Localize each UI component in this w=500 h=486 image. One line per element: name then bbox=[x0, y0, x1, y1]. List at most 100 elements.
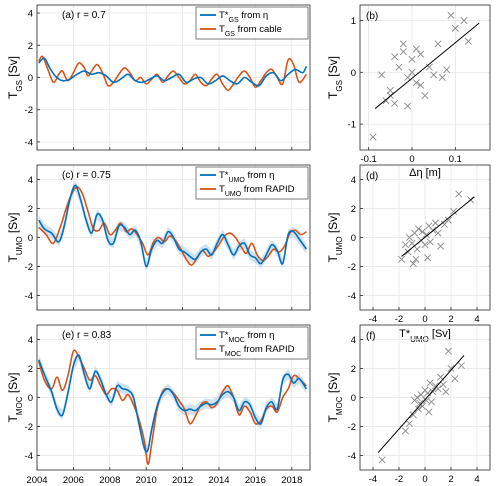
scatter-point bbox=[408, 239, 416, 247]
scatter-point-stroke bbox=[418, 402, 426, 410]
scatter-point bbox=[413, 245, 421, 253]
fit-line bbox=[377, 355, 465, 453]
scatter-point bbox=[421, 92, 429, 100]
scatter-point-stroke bbox=[418, 228, 426, 236]
scatter-point bbox=[434, 229, 442, 237]
series-line-blue bbox=[38, 354, 308, 453]
scatter-point bbox=[414, 225, 423, 233]
scatter-point bbox=[424, 254, 432, 262]
scatter-point bbox=[425, 63, 433, 71]
scatter-point-stroke bbox=[395, 63, 403, 71]
y-tick-label: -2 bbox=[25, 262, 33, 273]
legend-box bbox=[195, 6, 309, 40]
scatter-point-stroke bbox=[434, 229, 442, 237]
scatter-point-stroke bbox=[451, 375, 459, 383]
y-tick-label: 4 bbox=[28, 175, 33, 186]
scatter-point bbox=[457, 362, 465, 370]
uncertainty-band bbox=[38, 350, 307, 455]
scatter-point-stroke bbox=[443, 66, 451, 74]
scatter-point-stroke bbox=[413, 393, 421, 402]
scatter-point bbox=[412, 255, 420, 263]
scatter-point-stroke bbox=[401, 427, 410, 435]
y-tick-label: 0 bbox=[28, 393, 33, 404]
x-tick-label: 2012 bbox=[172, 475, 193, 486]
scatter-point-stroke bbox=[447, 364, 455, 373]
plot-frame bbox=[359, 4, 491, 151]
uncertainty-band bbox=[38, 180, 307, 272]
scatter-point-stroke bbox=[404, 102, 412, 110]
scatter-point-stroke bbox=[447, 11, 455, 19]
y-axis-label: TMOC [Sv] bbox=[326, 372, 344, 422]
scatter-point bbox=[439, 380, 447, 388]
x-tick-label: 2006 bbox=[63, 475, 84, 486]
x-tick-label: 2010 bbox=[136, 475, 157, 486]
scatter-point bbox=[399, 48, 407, 56]
scatter-point-stroke bbox=[427, 398, 436, 406]
panel-annotation: (e) r = 0.83 bbox=[62, 330, 112, 341]
legend-entry: T*UMO from η bbox=[219, 170, 274, 184]
scatter-point-stroke bbox=[450, 207, 458, 215]
x-tick-label: -2 bbox=[395, 474, 403, 485]
legend-entry: TGS from cable bbox=[219, 24, 282, 38]
series-line-blue bbox=[38, 184, 308, 268]
scatter-point-stroke bbox=[413, 245, 421, 253]
y-tick-label: -4 bbox=[348, 291, 356, 302]
y-tick-label: 4 bbox=[351, 335, 356, 346]
panel-annotation: (a) r = 0.7 bbox=[62, 10, 106, 21]
scatter-point-stroke bbox=[444, 347, 452, 355]
scatter-point bbox=[437, 242, 445, 250]
scatter-point-stroke bbox=[369, 133, 377, 141]
x-tick-label: -2 bbox=[395, 314, 403, 325]
y-tick-label: 0 bbox=[28, 233, 33, 244]
y-tick-label: 2 bbox=[28, 41, 33, 52]
scatter-point-stroke bbox=[460, 17, 468, 25]
y-tick-label: 0 bbox=[351, 393, 356, 404]
scatter-point-stroke bbox=[464, 37, 472, 45]
legend-entry: T*GS from η bbox=[219, 10, 268, 24]
scatter-point bbox=[421, 241, 429, 249]
scatter-point-stroke bbox=[425, 222, 433, 230]
scatter-point bbox=[391, 99, 399, 107]
scatter-point-stroke bbox=[382, 97, 390, 105]
scatter-point-stroke bbox=[391, 99, 399, 107]
scatter-point bbox=[460, 17, 468, 25]
scatter-point-stroke bbox=[408, 55, 416, 63]
scatter-point bbox=[408, 55, 416, 63]
scatter-point-stroke bbox=[430, 71, 438, 79]
x-tick-label: 0 bbox=[422, 474, 427, 485]
scatter-point bbox=[464, 37, 472, 45]
scatter-point-stroke bbox=[378, 456, 386, 464]
scatter-point bbox=[417, 81, 425, 89]
scatter-point bbox=[444, 347, 452, 355]
scatter-point-stroke bbox=[404, 73, 412, 82]
y-tick-label: 2 bbox=[351, 364, 356, 375]
scatter-point bbox=[386, 86, 394, 94]
scatter-point bbox=[408, 68, 416, 76]
fit-line bbox=[374, 22, 480, 109]
x-tick-label: -0.1 bbox=[360, 154, 376, 165]
y-tick-label: 1 bbox=[351, 16, 356, 27]
scatter-point-stroke bbox=[422, 231, 430, 239]
scatter-point-stroke bbox=[434, 385, 442, 393]
y-tick-label: -4 bbox=[348, 451, 356, 462]
scatter-point bbox=[442, 388, 450, 396]
x-tick-label: 2 bbox=[448, 314, 453, 325]
scatter-point bbox=[422, 396, 430, 404]
y-tick-label: -2 bbox=[348, 422, 356, 433]
scatter-point-stroke bbox=[386, 86, 394, 94]
y-tick-label: 4 bbox=[28, 9, 33, 20]
scatter-point bbox=[401, 241, 410, 249]
x-tick-label: 2 bbox=[448, 474, 453, 485]
scatter-point-stroke bbox=[421, 92, 429, 100]
y-axis-label: TUMO [Sv] bbox=[6, 212, 24, 262]
panel-annotation: (f) bbox=[366, 331, 375, 342]
series-line-blue bbox=[38, 57, 308, 87]
scatter-point bbox=[443, 66, 451, 74]
scatter-point-stroke bbox=[409, 260, 417, 268]
y-axis-label: TMOC [Sv] bbox=[6, 372, 24, 422]
scatter-point-stroke bbox=[409, 411, 417, 419]
x-tick-label: 0 bbox=[422, 314, 427, 325]
scatter-point bbox=[447, 364, 455, 373]
scatter-point-stroke bbox=[434, 40, 442, 48]
scatter-point bbox=[378, 456, 386, 464]
